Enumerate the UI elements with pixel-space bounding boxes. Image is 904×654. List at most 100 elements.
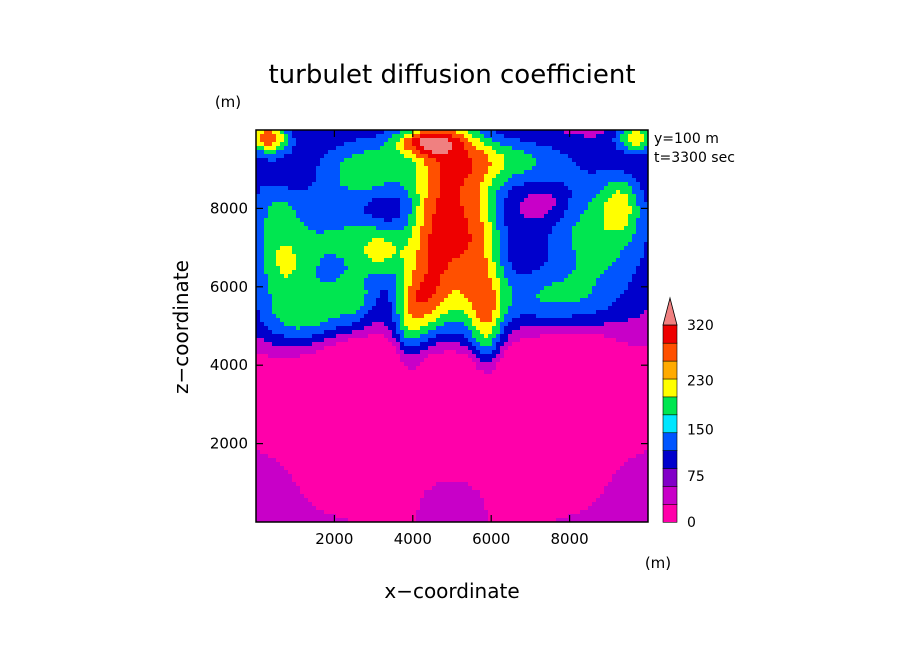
contour-cell	[452, 158, 457, 163]
contour-cell	[444, 330, 449, 335]
contour-cell	[260, 274, 265, 279]
contour-cell	[372, 374, 377, 379]
contour-cell	[440, 286, 445, 291]
contour-cell	[432, 330, 437, 335]
contour-cell	[296, 434, 301, 439]
contour-cell	[284, 502, 289, 507]
contour-cell	[400, 334, 405, 339]
contour-cell	[316, 178, 321, 183]
contour-cell	[440, 138, 445, 143]
contour-cell	[400, 506, 405, 511]
contour-cell	[300, 186, 305, 191]
contour-cell	[448, 402, 453, 407]
contour-cell	[440, 130, 445, 135]
contour-cell	[408, 350, 413, 355]
contour-cell	[364, 270, 369, 275]
contour-cell	[292, 478, 297, 483]
contour-cell	[392, 290, 397, 295]
contour-cell	[280, 206, 285, 211]
contour-cell	[324, 290, 329, 295]
contour-cell	[396, 446, 401, 451]
contour-cell	[456, 306, 461, 311]
contour-cell	[384, 322, 389, 327]
contour-cell	[328, 286, 333, 291]
contour-cell	[428, 162, 433, 167]
contour-cell	[340, 194, 345, 199]
contour-cell	[404, 202, 409, 207]
contour-cell	[452, 202, 457, 207]
contour-cell	[304, 238, 309, 243]
contour-cell	[400, 150, 405, 155]
contour-cell	[348, 226, 353, 231]
contour-cell	[412, 398, 417, 403]
contour-cell	[356, 286, 361, 291]
contour-cell	[368, 246, 373, 251]
contour-cell	[284, 150, 289, 155]
contour-cell	[328, 514, 333, 519]
contour-cell	[452, 450, 457, 455]
contour-cell	[380, 350, 385, 355]
contour-cell	[256, 238, 261, 243]
contour-cell	[316, 354, 321, 359]
contour-cell	[384, 226, 389, 231]
contour-cell	[328, 254, 333, 259]
contour-cell	[428, 138, 433, 143]
contour-cell	[308, 194, 313, 199]
contour-cell	[320, 282, 325, 287]
contour-cell	[452, 306, 457, 311]
contour-cell	[348, 234, 353, 239]
contour-cell	[416, 174, 421, 179]
contour-cell	[268, 438, 273, 443]
contour-cell	[352, 338, 357, 343]
contour-cell	[344, 326, 349, 331]
contour-cell	[368, 446, 373, 451]
contour-cell	[356, 334, 361, 339]
contour-cell	[356, 266, 361, 271]
contour-cell	[376, 502, 381, 507]
contour-cell	[392, 262, 397, 267]
contour-cell	[436, 286, 441, 291]
contour-cell	[428, 290, 433, 295]
contour-cell	[344, 490, 349, 495]
contour-cell	[272, 290, 277, 295]
contour-cell	[296, 486, 301, 491]
contour-cell	[368, 498, 373, 503]
contour-cell	[320, 146, 325, 151]
contour-cell	[380, 338, 385, 343]
contour-cell	[376, 130, 381, 135]
contour-cell	[384, 166, 389, 171]
contour-cell	[272, 390, 277, 395]
contour-cell	[348, 222, 353, 227]
contour-cell	[300, 470, 305, 475]
contour-cell	[264, 406, 269, 411]
contour-cell	[336, 258, 341, 263]
contour-cell	[368, 514, 373, 519]
contour-cell	[380, 490, 385, 495]
contour-cell	[260, 178, 265, 183]
contour-cell	[304, 370, 309, 375]
contour-cell	[292, 490, 297, 495]
contour-cell	[292, 302, 297, 307]
contour-cell	[360, 394, 365, 399]
contour-cell	[260, 218, 265, 223]
contour-cell	[380, 214, 385, 219]
contour-cell	[320, 294, 325, 299]
contour-cell	[392, 226, 397, 231]
contour-cell	[356, 462, 361, 467]
contour-cell	[280, 278, 285, 283]
contour-cell	[256, 226, 261, 231]
contour-cell	[436, 282, 441, 287]
contour-cell	[292, 422, 297, 427]
contour-cell	[304, 166, 309, 171]
contour-cell	[312, 390, 317, 395]
contour-cell	[276, 186, 281, 191]
contour-cell	[260, 234, 265, 239]
contour-cell	[308, 262, 313, 267]
contour-cell	[440, 278, 445, 283]
contour-cell	[280, 234, 285, 239]
contour-cell	[308, 234, 313, 239]
contour-cell	[376, 202, 381, 207]
contour-cell	[448, 422, 453, 427]
contour-cell	[300, 162, 305, 167]
contour-cell	[276, 414, 281, 419]
